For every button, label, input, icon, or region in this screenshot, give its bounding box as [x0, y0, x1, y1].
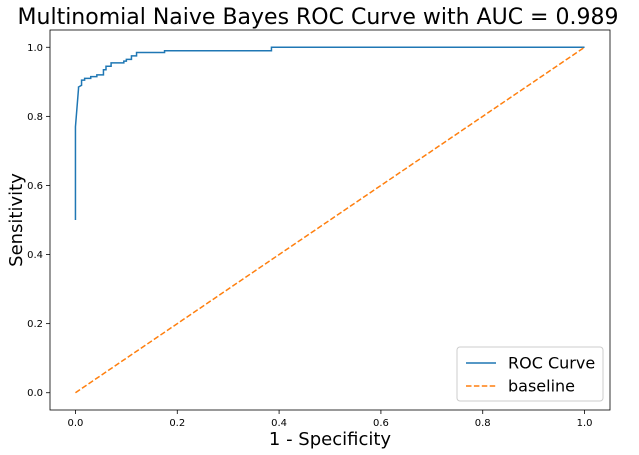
legend-label: ROC Curve: [508, 354, 595, 373]
x-tick-label: 0.8: [475, 418, 491, 429]
axes-frame: [49, 29, 611, 411]
legend: ROC Curve baseline: [456, 346, 604, 402]
y-tick-label: 0.4: [27, 250, 43, 261]
x-tick-label: 1.0: [577, 418, 593, 429]
y-tick-label: 1.0: [27, 43, 43, 54]
x-tick-label: 0.0: [68, 418, 84, 429]
y-axis-label: Sensitivity: [6, 173, 27, 267]
y-tick-label: 0.6: [27, 181, 43, 192]
series-line-roc-curve: [74, 46, 585, 220]
x-tick-label: 0.4: [271, 418, 287, 429]
y-tick-label: 0.0: [27, 388, 43, 399]
x-tick-label: 0.6: [373, 418, 389, 429]
x-axis-label: 1 - Specificity: [269, 429, 392, 450]
legend-label: baseline: [508, 377, 575, 396]
legend-box: [456, 346, 604, 402]
x-tick-label: 0.2: [169, 418, 185, 429]
series-line-baseline: [75, 46, 585, 394]
y-tick-label: 0.2: [27, 319, 43, 330]
chart-title: Multinomial Naive Bayes ROC Curve with A…: [18, 5, 619, 30]
plot-area: 0.0 0.2 0.4 0.6 0.8 1.0 0.0 0.2 0.4 0.6 0.8 1.0 ROC …: [27, 29, 611, 429]
y-tick-label: 0.8: [27, 112, 43, 123]
